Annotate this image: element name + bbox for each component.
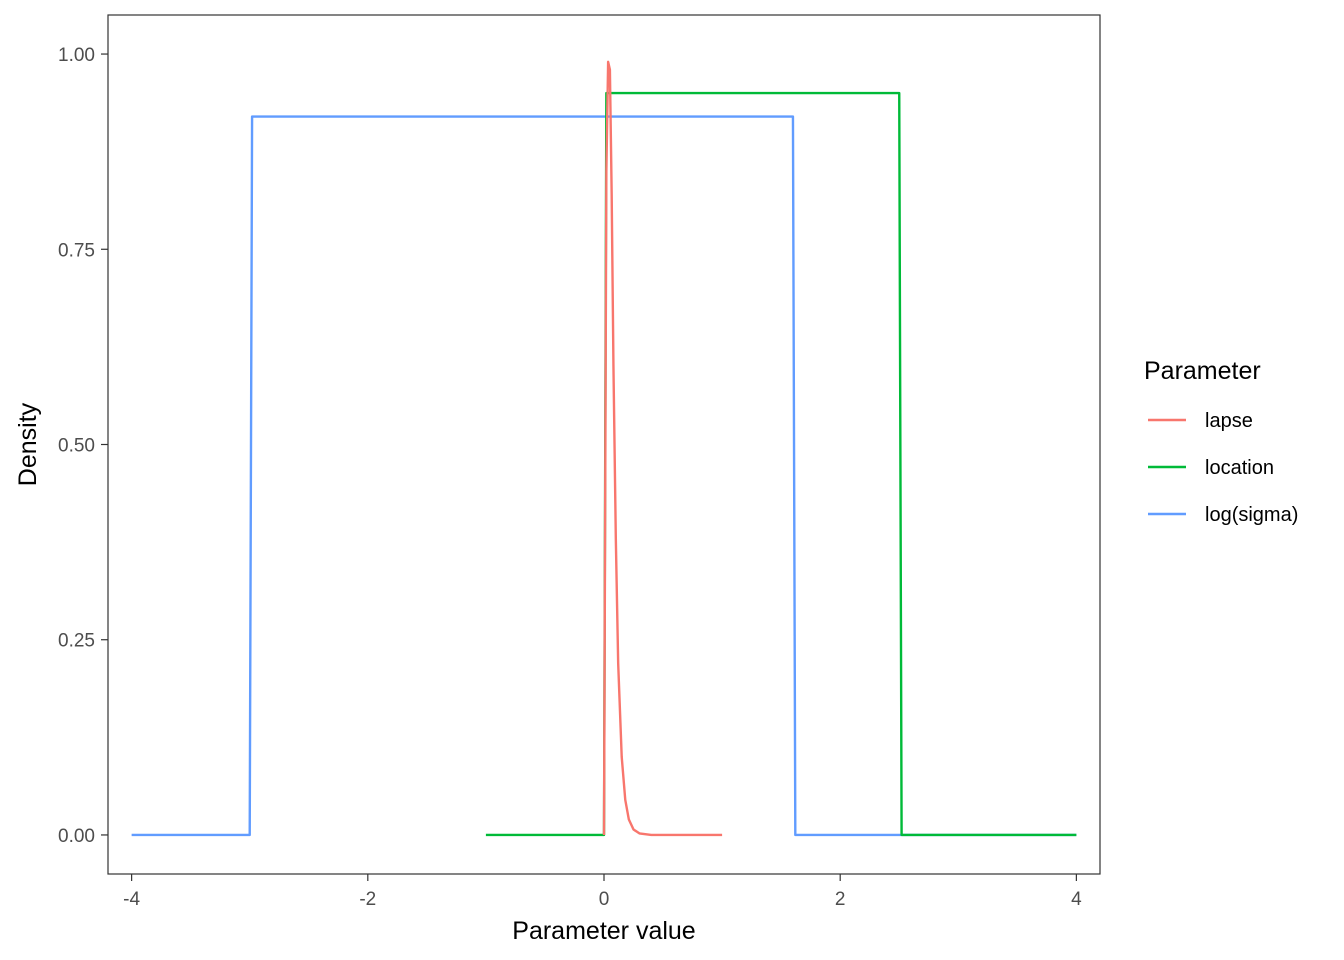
y-tick-label: 0.50: [58, 436, 95, 457]
legend-label: log(sigma): [1205, 504, 1298, 526]
x-axis: -4 -2 0 2 4: [123, 874, 1082, 910]
legend-title: Parameter: [1144, 357, 1261, 385]
x-axis-title: Parameter value: [512, 917, 695, 945]
x-tick-label: -2: [359, 889, 376, 910]
legend-label: location: [1205, 457, 1274, 479]
legend-label: lapse: [1205, 410, 1253, 432]
legend-items: lapse location log(sigma): [1148, 410, 1298, 526]
series-line-log-sigma: [131, 115, 1077, 837]
y-tick-label: 1.00: [58, 45, 95, 66]
series-line-location: [485, 91, 1077, 837]
y-tick-label: 0.25: [58, 631, 95, 652]
y-axis-title: Density: [14, 402, 42, 486]
y-tick-label: 0.00: [58, 826, 95, 847]
x-tick-label: 2: [835, 889, 846, 910]
series-layer: [131, 60, 1077, 837]
x-tick-label: 0: [599, 889, 610, 910]
y-axis: 0.00 0.25 0.50 0.75 1.00: [58, 45, 108, 847]
series-line-lapse: [602, 60, 723, 837]
legend: Parameter lapse location log(sigma): [1144, 357, 1298, 526]
y-tick-label: 0.75: [58, 240, 95, 261]
x-tick-label: -4: [123, 889, 140, 910]
x-tick-label: 4: [1071, 889, 1082, 910]
